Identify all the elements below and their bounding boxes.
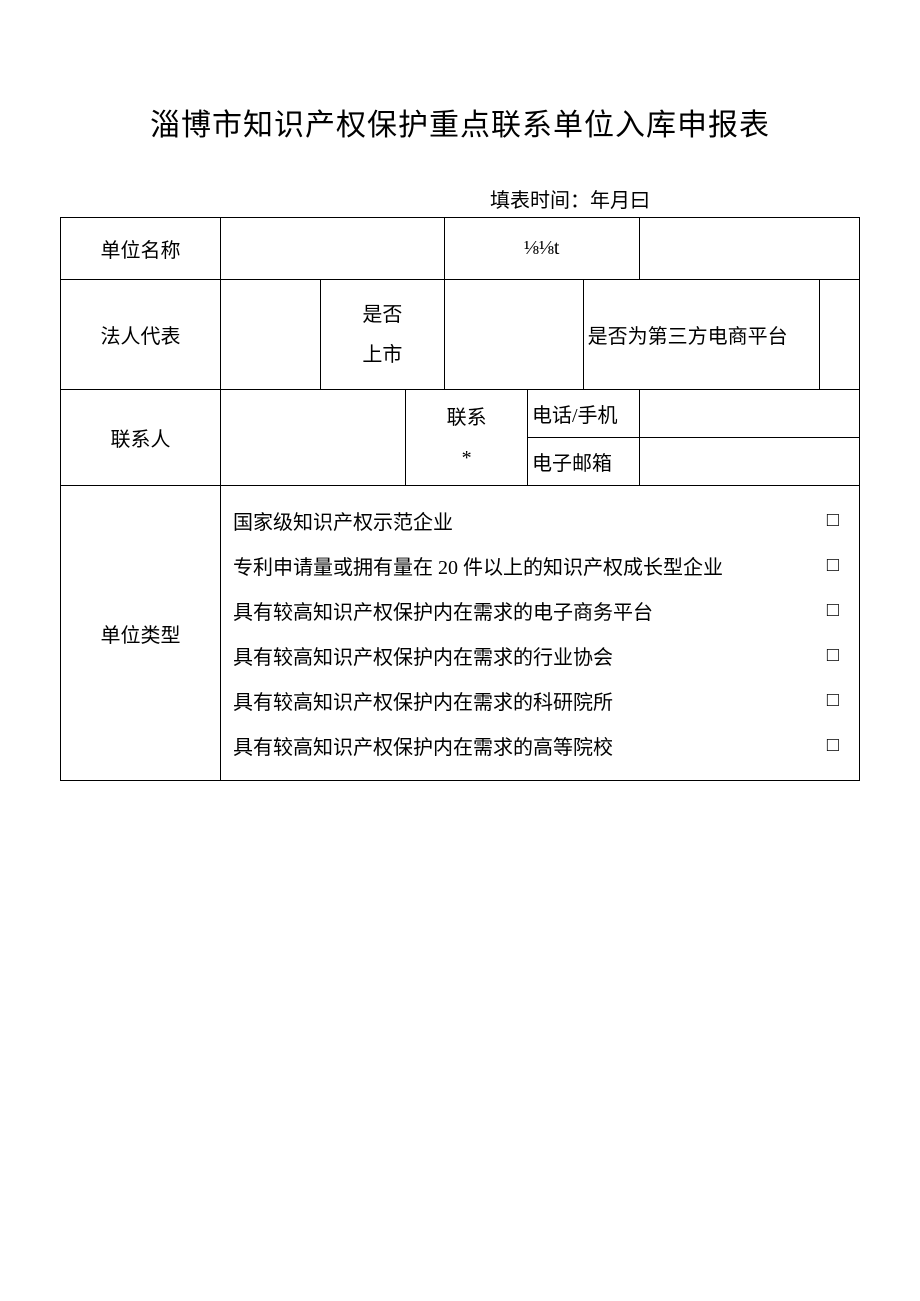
phone-label: 电话/手机 (527, 390, 639, 438)
contact-person-value[interactable] (221, 390, 406, 486)
application-form-table: 单位名称 ⅛⅛t 法人代表 是否 上市 是否为第三方电商平台 联系人 联系 * … (60, 217, 860, 781)
legal-rep-value[interactable] (221, 280, 321, 390)
checkbox-icon[interactable]: □ (827, 509, 839, 532)
ecommerce-value[interactable] (820, 280, 860, 390)
unit-type-item[interactable]: 专利申请量或拥有量在 20 件以上的知识产权成长型企业 □ (229, 543, 851, 588)
unit-type-text: 具有较高知识产权保护内在需求的科研院所 (233, 686, 613, 715)
unit-type-text: 具有较高知识产权保护内在需求的行业协会 (233, 641, 613, 670)
listed-label-line1: 是否 (321, 295, 444, 335)
fill-time-label: 填表时间：年月曰 (490, 184, 860, 213)
checkbox-icon[interactable]: □ (827, 599, 839, 622)
listed-value[interactable] (444, 280, 583, 390)
contact-person-label: 联系人 (61, 390, 221, 486)
email-label: 电子邮箱 (527, 438, 639, 486)
unit-type-text: 国家级知识产权示范企业 (233, 506, 453, 535)
listed-label: 是否 上市 (321, 280, 445, 390)
unit-type-item[interactable]: 具有较高知识产权保护内在需求的行业协会 □ (229, 633, 851, 678)
unit-type-text: 具有较高知识产权保护内在需求的电子商务平台 (233, 596, 653, 625)
legal-rep-label: 法人代表 (61, 280, 221, 390)
listed-label-line2: 上市 (321, 335, 444, 375)
unit-name-value[interactable] (221, 218, 445, 280)
checkbox-icon[interactable]: □ (827, 734, 839, 757)
unit-type-text: 具有较高知识产权保护内在需求的高等院校 (233, 731, 613, 760)
contact-info-label: 联系 * (406, 390, 528, 486)
email-value[interactable] (639, 438, 859, 486)
contact-info-label-line1: 联系 (406, 398, 527, 438)
unit-type-item[interactable]: 具有较高知识产权保护内在需求的科研院所 □ (229, 678, 851, 723)
unit-type-options: 国家级知识产权示范企业 □ 专利申请量或拥有量在 20 件以上的知识产权成长型企… (221, 486, 860, 781)
checkbox-icon[interactable]: □ (827, 554, 839, 577)
checkbox-icon[interactable]: □ (827, 644, 839, 667)
code-label: ⅛⅛t (444, 218, 639, 280)
checkbox-icon[interactable]: □ (827, 689, 839, 712)
phone-value[interactable] (639, 390, 859, 438)
unit-name-label: 单位名称 (61, 218, 221, 280)
unit-type-item[interactable]: 具有较高知识产权保护内在需求的高等院校 □ (229, 723, 851, 768)
form-title: 淄博市知识产权保护重点联系单位入库申报表 (60, 100, 860, 144)
contact-info-label-line2: * (406, 438, 527, 478)
ecommerce-label: 是否为第三方电商平台 (583, 280, 819, 390)
code-value[interactable] (639, 218, 859, 280)
unit-type-item[interactable]: 国家级知识产权示范企业 □ (229, 498, 851, 543)
unit-type-text: 专利申请量或拥有量在 20 件以上的知识产权成长型企业 (233, 551, 723, 580)
unit-type-label: 单位类型 (61, 486, 221, 781)
unit-type-item[interactable]: 具有较高知识产权保护内在需求的电子商务平台 □ (229, 588, 851, 633)
